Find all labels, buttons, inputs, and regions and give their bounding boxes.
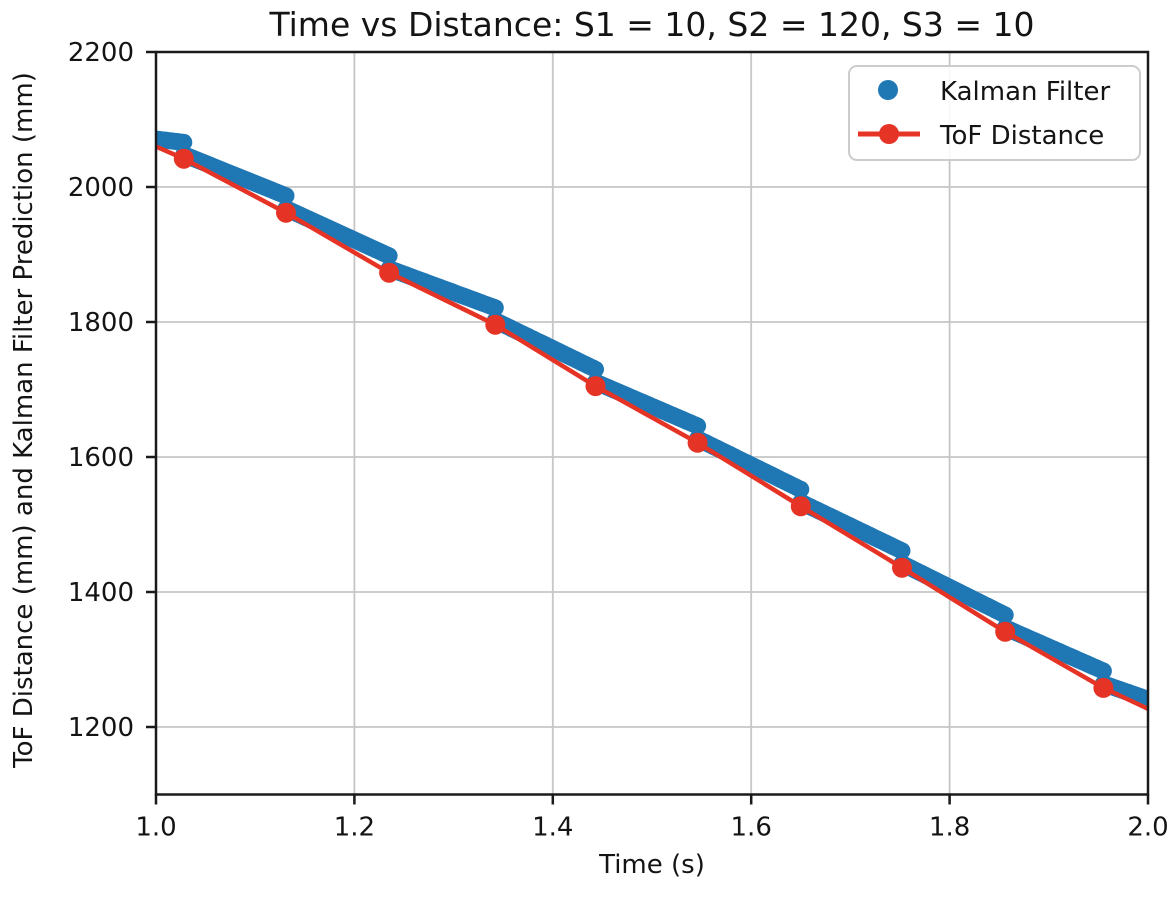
x-tick-label: 1.0 — [135, 813, 176, 843]
tof-marker — [687, 432, 708, 453]
legend-tof-dot-icon — [879, 124, 899, 144]
tof-marker — [892, 557, 912, 578]
chart-title: Time vs Distance: S1 = 10, S2 = 120, S3 … — [268, 5, 1034, 44]
axes-spines — [154, 50, 1150, 796]
tof-marker — [1093, 677, 1114, 698]
legend-frame — [848, 65, 1141, 161]
labels-layer: Time vs Distance: S1 = 10, S2 = 120, S3 … — [9, 5, 1035, 880]
kalman-scatter-point — [792, 480, 810, 498]
x-ticks: 1.0 1.2 1.4 1.6 1.8 2.0 — [135, 794, 1169, 843]
tof-marker — [379, 262, 400, 283]
y-tick-label: 2000 — [68, 173, 134, 203]
y-ticks: 2200 2000 1800 1600 1400 1200 — [68, 38, 156, 743]
tof-marker — [485, 314, 506, 335]
x-tick-label: 1.8 — [929, 813, 970, 843]
tof-marker — [173, 148, 194, 169]
tof-distance-series — [156, 144, 1148, 711]
kalman-scatter-point — [893, 542, 911, 560]
x-tick-label: 1.6 — [731, 813, 772, 843]
tof-distance-line — [156, 144, 1148, 711]
kalman-scatter-point — [996, 606, 1014, 624]
legend-kalman-dot-icon — [878, 80, 898, 100]
kalman-scatter-point — [380, 247, 398, 265]
axes-layer: 1.0 1.2 1.4 1.6 1.8 2.0 2200 2000 1800 1600 1400 1… — [68, 38, 1169, 843]
legend-label-tof: ToF Distance — [939, 121, 1104, 151]
grid-layer — [155, 51, 1149, 795]
tof-marker — [585, 376, 606, 397]
x-axis-label: Time (s) — [598, 850, 705, 880]
x-tick-label: 2.0 — [1127, 813, 1168, 843]
legend-label-kalman: Kalman Filter — [940, 77, 1110, 107]
y-axis-label: ToF Distance (mm) and Kalman Filter Pred… — [9, 72, 39, 769]
y-tick-label: 1400 — [68, 578, 134, 608]
x-tick-label: 1.2 — [334, 813, 375, 843]
tof-marker — [276, 202, 296, 223]
y-tick-label: 1600 — [68, 443, 134, 473]
tof-marker — [790, 496, 811, 517]
kalman-scatter-point — [277, 187, 295, 205]
kalman-scatter-point — [486, 299, 504, 317]
y-tick-label: 1200 — [68, 713, 134, 743]
kalman-scatter-point — [587, 360, 604, 378]
legend: Kalman Filter ToF Distance — [848, 65, 1141, 161]
kalman-scatter-point — [689, 417, 707, 435]
tof-marker — [995, 621, 1016, 642]
y-tick-label: 1800 — [68, 308, 134, 338]
kalman-scatter-point — [1094, 662, 1112, 680]
kalman-scatter-point — [175, 133, 193, 151]
x-tick-label: 1.4 — [532, 813, 573, 843]
y-tick-label: 2200 — [68, 38, 134, 68]
